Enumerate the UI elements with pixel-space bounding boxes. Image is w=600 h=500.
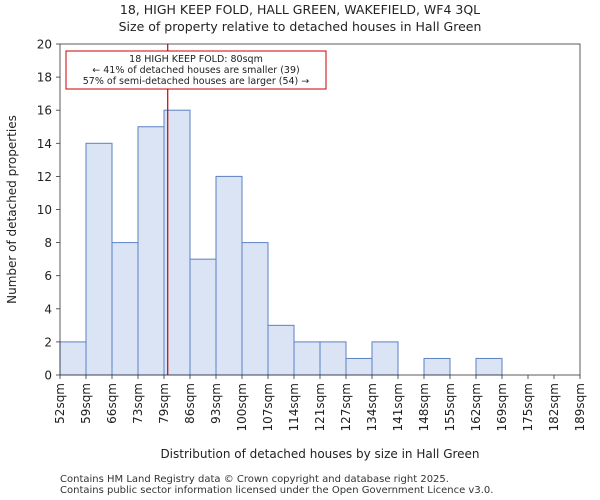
bar-100sqm (241, 242, 269, 376)
annotation-line-1: 18 HIGH KEEP FOLD: 80sqm (129, 54, 263, 65)
bar-162sqm (475, 357, 503, 376)
footer-line-1: Contains HM Land Registry data © Crown c… (60, 474, 449, 485)
chart-subtitle: Size of property relative to detached ho… (118, 19, 482, 34)
x-tick-label-134sqm: 134sqm (365, 383, 379, 431)
y-tick-label: 10 (37, 203, 52, 217)
x-tick-label-127sqm: 127sqm (339, 383, 353, 431)
annotation-box: 18 HIGH KEEP FOLD: 80sqm ← 41% of detach… (65, 50, 327, 90)
x-tick-label-175sqm: 175sqm (521, 383, 535, 431)
footer-line-2: Contains public sector information licen… (60, 485, 494, 496)
x-tick-label-100sqm: 100sqm (235, 383, 249, 431)
y-tick-label: 4 (44, 302, 52, 316)
y-axis-label: Number of detached properties (5, 115, 19, 304)
y-tick-label: 0 (44, 369, 52, 383)
x-tick-label-79sqm: 79sqm (157, 383, 171, 424)
x-tick-label-66sqm: 66sqm (105, 383, 119, 424)
y-tick-label: 14 (37, 137, 52, 151)
x-axis: 52sqm 59sqm 66sqm 73sqm 79sqm 86sqm 93sqm 100sq… (53, 375, 587, 431)
y-tick-label: 18 (37, 71, 52, 85)
x-tick-label-52sqm: 52sqm (53, 383, 67, 424)
x-tick-label-86sqm: 86sqm (183, 383, 197, 424)
x-tick-label-121sqm: 121sqm (313, 383, 327, 431)
y-axis: 0 2 4 6 8 10 12 14 16 18 20 (37, 38, 60, 383)
x-tick-label-155sqm: 155sqm (443, 383, 457, 431)
y-tick-label: 2 (44, 335, 52, 349)
y-tick-label: 6 (44, 269, 52, 283)
annotation-line-3: 57% of semi-detached houses are larger (… (83, 76, 310, 87)
annotation-frame (65, 50, 327, 90)
bar-73sqm (137, 126, 165, 376)
bar-52sqm (59, 341, 87, 376)
x-tick-label-73sqm: 73sqm (131, 383, 145, 424)
y-tick-label: 12 (37, 170, 52, 184)
bars-group (59, 109, 503, 376)
x-tick-label-59sqm: 59sqm (79, 383, 93, 424)
bar-114sqm (293, 341, 321, 376)
bar-121sqm (319, 341, 347, 376)
x-tick-label-169sqm: 169sqm (495, 383, 509, 431)
x-tick-label-148sqm: 148sqm (417, 383, 431, 431)
x-tick-label-182sqm: 182sqm (547, 383, 561, 431)
y-tick-label: 16 (37, 104, 52, 118)
bar-134sqm (371, 341, 399, 376)
x-tick-label-114sqm: 114sqm (287, 383, 301, 431)
x-tick-label-189sqm: 189sqm (573, 383, 587, 431)
bar-148sqm (423, 357, 451, 376)
y-tick-label: 20 (37, 38, 52, 52)
bar-86sqm (189, 258, 217, 376)
bar-93sqm (215, 175, 243, 376)
bar-79sqm (163, 109, 191, 376)
bar-107sqm (267, 324, 295, 376)
x-tick-label-162sqm: 162sqm (469, 383, 483, 431)
annotation-line-2: ← 41% of detached houses are smaller (39… (92, 65, 299, 76)
x-tick-label-93sqm: 93sqm (209, 383, 223, 424)
chart-title: 18, HIGH KEEP FOLD, HALL GREEN, WAKEFIEL… (119, 2, 481, 17)
x-tick-label-107sqm: 107sqm (261, 383, 275, 431)
y-tick-label: 8 (44, 236, 52, 250)
bar-66sqm (111, 242, 139, 376)
x-tick-label-141sqm: 141sqm (391, 383, 405, 431)
chart: 0 2 4 6 8 10 12 14 16 18 20 52sqm 59sqm 66sqm 73sqm 79… (5, 38, 587, 462)
bar-59sqm (85, 142, 113, 376)
bar-127sqm (345, 357, 373, 376)
x-axis-label: Distribution of detached houses by size … (160, 447, 479, 461)
